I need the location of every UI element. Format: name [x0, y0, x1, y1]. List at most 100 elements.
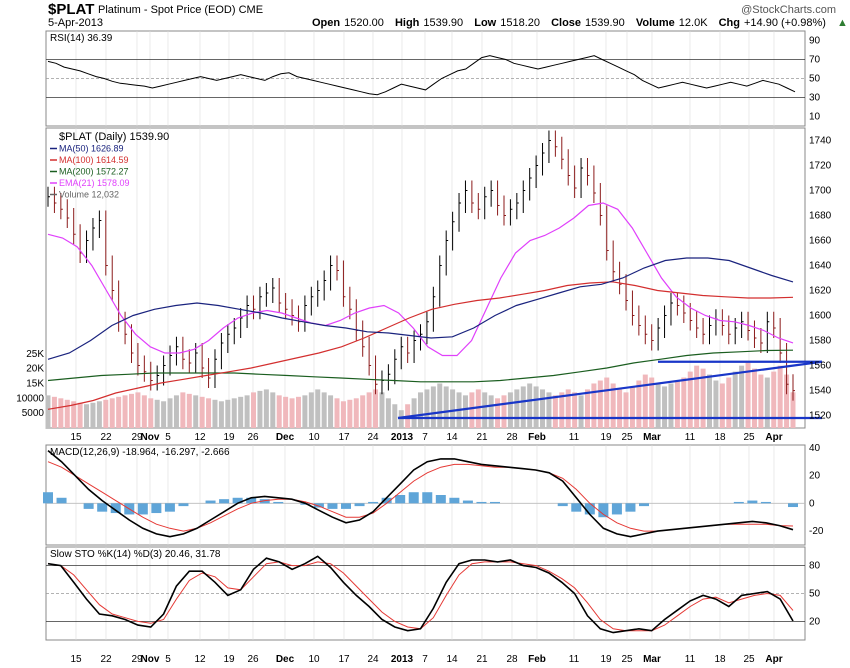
- volume-bar: [694, 365, 700, 428]
- volume-bar: [527, 383, 533, 428]
- price-xlabel: 5: [165, 432, 171, 443]
- close-label: Close: [551, 17, 582, 29]
- volume-bar: [51, 396, 57, 428]
- stochastic-xlabel: 11: [685, 654, 696, 665]
- volume-bar: [366, 392, 372, 428]
- macd-histogram-bar: [368, 501, 379, 504]
- macd-tick-label: 40: [809, 443, 821, 454]
- volume-bar: [141, 395, 147, 428]
- volume-bar: [45, 395, 51, 428]
- macd-histogram-bar: [557, 503, 568, 507]
- high-label: High: [394, 17, 420, 29]
- stochastic-tick-label: 50: [809, 589, 821, 600]
- low-value: 1518.20: [500, 17, 540, 29]
- macd-histogram-bar: [97, 503, 108, 512]
- macd-histogram-bar: [462, 500, 473, 504]
- stochastic-tick-label: 80: [809, 561, 821, 572]
- macd-tick-label: -20: [809, 526, 824, 537]
- macd-line: [47, 449, 794, 538]
- macd-histogram-bar: [422, 492, 433, 504]
- rsi-title: RSI(14) 36.39: [50, 33, 113, 44]
- price-xlabel: 28: [506, 432, 518, 443]
- price-xlabel: 24: [367, 432, 379, 443]
- stochastic-xlabel: 18: [714, 654, 726, 665]
- volume-bar: [328, 395, 334, 428]
- stochastic-xlabel: Mar: [643, 654, 661, 665]
- volume-bar: [591, 383, 597, 428]
- macd-histogram-bar: [137, 503, 148, 515]
- volume-bar: [103, 399, 109, 428]
- stochastic-xlabel: 28: [506, 654, 518, 665]
- price-xlabel: 7: [422, 432, 428, 443]
- stochastic-xlabel: 22: [100, 654, 112, 665]
- macd-histogram-bar: [259, 499, 270, 504]
- open-value: 1520.00: [344, 17, 384, 29]
- price-tick-label: 1560: [809, 361, 832, 372]
- ma50-line: [47, 257, 794, 360]
- volume-bar: [212, 399, 218, 428]
- price-xlabel: 12: [194, 432, 206, 443]
- price-tick-label: 1540: [809, 386, 832, 397]
- stochastic-xlabel: 2013: [391, 654, 414, 665]
- volume-bar: [276, 395, 282, 428]
- stochastic-xlabel: 21: [476, 654, 488, 665]
- volume-bar: [64, 399, 70, 428]
- volume-label: Volume: [635, 17, 675, 29]
- ema21-line: [47, 202, 794, 357]
- stochastic-xlabel: 11: [569, 654, 580, 665]
- macd-histogram-bar: [341, 503, 351, 509]
- stochastic-xlabel: Nov: [141, 654, 160, 665]
- stochastic-xlabel: 10: [308, 654, 320, 665]
- volume-bar: [764, 377, 770, 428]
- volume-bar: [777, 365, 783, 428]
- volume-bar: [674, 380, 680, 428]
- macd-histogram-bar: [381, 497, 392, 504]
- volume-bar: [610, 383, 616, 428]
- stochastic-xlabel: 25: [743, 654, 755, 665]
- volume-bar: [578, 395, 584, 428]
- macd-histogram-bar: [571, 503, 582, 512]
- volume-bar: [411, 398, 417, 428]
- stochastic-xlabel: 5: [165, 654, 171, 665]
- volume-bar: [418, 392, 423, 428]
- macd-histogram-bar: [43, 492, 53, 504]
- volume-bar: [206, 398, 212, 428]
- macd-histogram-bar: [232, 497, 243, 504]
- volume-bar: [681, 377, 687, 428]
- volume-bar: [604, 377, 610, 428]
- volume-bar: [122, 395, 128, 428]
- macd-histogram-bar: [639, 503, 649, 507]
- price-xlabel: 11: [569, 432, 580, 443]
- macd-histogram-bar: [273, 501, 284, 504]
- volume-bar: [334, 398, 340, 428]
- price-xlabel: 25: [743, 432, 755, 443]
- stochastic-xlabel: 15: [70, 654, 82, 665]
- stochastic-xlabel: 24: [367, 654, 379, 665]
- price-xlabel: 17: [338, 432, 350, 443]
- volume-bar: [128, 393, 134, 428]
- volume-bar: [475, 389, 481, 428]
- price-tick-label: 1740: [809, 136, 832, 147]
- macd-histogram-bar: [246, 497, 257, 504]
- price-xlabel: 15: [70, 432, 82, 443]
- legend-entry: $PLAT (Daily) 1539.90: [59, 131, 169, 143]
- stochastic-xlabel: 7: [422, 654, 428, 665]
- macd-histogram-bar: [611, 503, 622, 515]
- volume-bar: [462, 395, 468, 428]
- volume-bar: [719, 383, 725, 428]
- volume-bar: [238, 396, 244, 428]
- stochastic-xlabel: Feb: [528, 654, 546, 665]
- stockcharts-credit[interactable]: @StockCharts.com: [741, 4, 836, 16]
- price-xlabel: 14: [446, 432, 458, 443]
- volume-tick-label: 10000: [16, 393, 44, 404]
- macd-histogram-bar: [83, 503, 94, 509]
- volume-tick-label: 15K: [26, 378, 44, 389]
- macd-title: MACD(12,26,9) -18.964, -16.297, -2.666: [50, 447, 230, 458]
- macd-histogram-bar: [178, 503, 189, 507]
- macd-histogram-bar: [476, 501, 487, 504]
- macd-histogram-bar: [164, 503, 175, 512]
- legend-entry: MA(200) 1572.27: [59, 167, 129, 177]
- price-tick-label: 1720: [809, 161, 832, 172]
- volume-bar: [302, 395, 308, 428]
